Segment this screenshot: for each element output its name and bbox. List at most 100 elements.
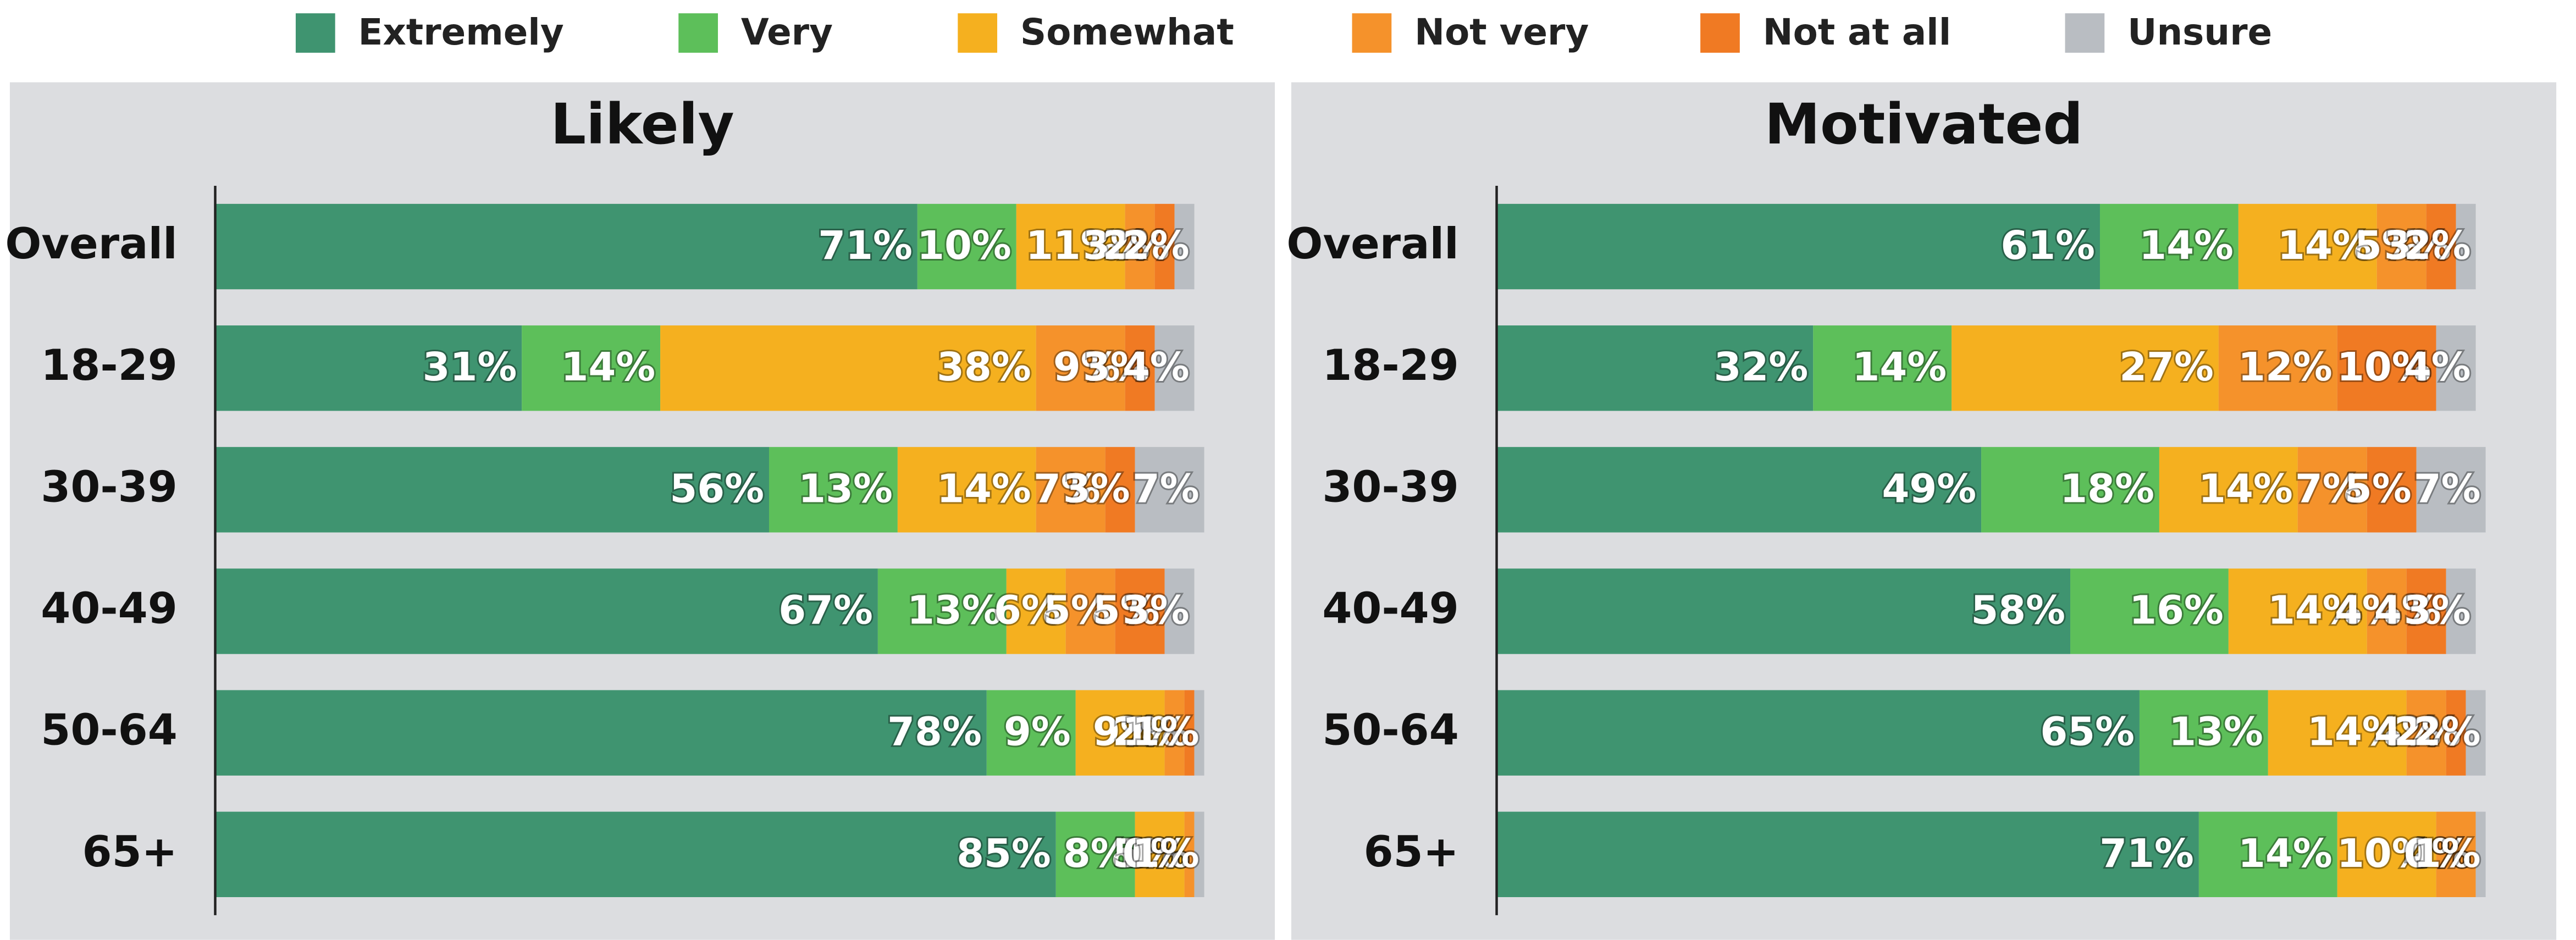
bar-segment — [2198, 811, 2337, 898]
bar-segment — [2436, 811, 2476, 898]
value-label: 7% — [2414, 465, 2481, 511]
category-label: Overall — [5, 219, 177, 269]
bar-segment — [986, 690, 1076, 776]
bar-segment — [2337, 811, 2436, 898]
bar-segment — [2139, 690, 2268, 776]
bar-segment — [1065, 568, 1115, 654]
bar-segment — [2228, 568, 2367, 654]
value-label: 5% — [1043, 587, 1110, 633]
bar-segment — [2367, 568, 2407, 654]
value-label: 5% — [2354, 222, 2422, 268]
bar-segment — [1016, 203, 1125, 290]
value-label: 14% — [1852, 344, 1947, 390]
value-label: 7% — [1132, 465, 1199, 511]
bar-segment — [1135, 811, 1185, 898]
bar-segment — [1105, 447, 1135, 533]
bar-segment — [1813, 325, 1952, 411]
bar-segment — [1164, 690, 1185, 776]
value-label: 9% — [1004, 709, 1071, 755]
bar-segment — [2466, 690, 2486, 776]
bar-segment — [2446, 568, 2476, 654]
value-label: 14% — [561, 344, 655, 390]
value-label: 3% — [1083, 222, 1150, 268]
value-label: 71% — [2099, 830, 2194, 876]
bar-segment — [1194, 690, 1204, 776]
bar-segment — [1194, 811, 1204, 898]
bar-segment — [215, 447, 769, 533]
value-label: 56% — [670, 465, 764, 511]
bar-segment — [215, 568, 878, 654]
value-label: 32% — [1714, 344, 1809, 390]
value-label: 14% — [2238, 830, 2332, 876]
bar-segment — [1125, 325, 1155, 411]
value-label: 9% — [1053, 344, 1120, 390]
category-label: 18-29 — [1322, 341, 1458, 390]
value-label: 27% — [2119, 344, 2214, 390]
value-label: 14% — [937, 465, 1031, 511]
value-label: 5% — [2345, 465, 2412, 511]
value-label: 4% — [2374, 709, 2441, 755]
legend-label: Extremely — [358, 11, 563, 53]
category-label: Overall — [1286, 219, 1458, 269]
value-label: 8% — [1063, 830, 1130, 876]
value-label: 1% — [1132, 709, 1199, 755]
bar-segment — [897, 447, 1036, 533]
bar-segment — [2337, 325, 2436, 411]
value-label: 14% — [2198, 465, 2293, 511]
value-label: 18% — [2060, 465, 2154, 511]
value-label: 4% — [2404, 830, 2471, 876]
value-label: 11% — [1026, 222, 1120, 268]
value-label: 9% — [1093, 709, 1160, 755]
bar-segment — [1184, 811, 1195, 898]
bar-segment — [1125, 203, 1155, 290]
value-label: 65% — [2040, 709, 2135, 755]
legend-swatch — [678, 13, 718, 53]
bar-segment — [1006, 568, 1066, 654]
value-label: 4% — [2404, 344, 2471, 390]
bar-segment — [1055, 811, 1135, 898]
value-label: 10% — [917, 222, 1011, 268]
bar-segment — [2268, 690, 2407, 776]
bar-segment — [1981, 447, 2159, 533]
value-label: 7% — [2295, 465, 2362, 511]
value-label: 3% — [1083, 344, 1150, 390]
value-label: 16% — [2129, 587, 2224, 633]
value-label: 12% — [2238, 344, 2332, 390]
value-label: 14% — [2307, 709, 2402, 755]
bar-segment — [2436, 325, 2476, 411]
legend-label: Somewhat — [1020, 11, 1234, 53]
bar-segment — [1496, 447, 1982, 533]
bar-segment — [2159, 447, 2298, 533]
value-label: 3% — [2404, 587, 2471, 633]
bar-segment — [1135, 447, 1204, 533]
value-label: 13% — [798, 465, 893, 511]
category-label: 30-39 — [1322, 462, 1458, 512]
bar-segment — [2376, 203, 2426, 290]
value-label: 5% — [1093, 587, 1160, 633]
bar-segment — [1952, 325, 2219, 411]
category-label: 50-64 — [41, 706, 177, 755]
bar-segment — [877, 568, 1007, 654]
bar-segment — [1184, 690, 1195, 776]
value-label: 2% — [1113, 709, 1180, 755]
bar-segment — [1496, 811, 2199, 898]
bar-segment — [1496, 325, 1814, 411]
value-label: 13% — [2169, 709, 2263, 755]
bar-segment — [2456, 203, 2476, 290]
bar-segment — [1496, 568, 2071, 654]
value-label: 6% — [994, 587, 1061, 633]
legend-label: Unsure — [2127, 11, 2272, 53]
value-label: 10% — [2337, 344, 2431, 390]
value-label: 2% — [2404, 222, 2471, 268]
bar-segment — [2406, 568, 2446, 654]
chart-title: Motivated — [1765, 92, 2083, 157]
bar-segment — [2475, 811, 2486, 898]
bar-segment — [1496, 203, 2100, 290]
category-label: 30-39 — [41, 462, 177, 512]
value-label: 3% — [1063, 465, 1130, 511]
bar-segment — [1036, 325, 1125, 411]
value-label: 1% — [1123, 709, 1190, 755]
value-label: 4% — [1123, 344, 1190, 390]
value-label: 1% — [1123, 830, 1190, 876]
value-label: 3% — [2384, 222, 2451, 268]
